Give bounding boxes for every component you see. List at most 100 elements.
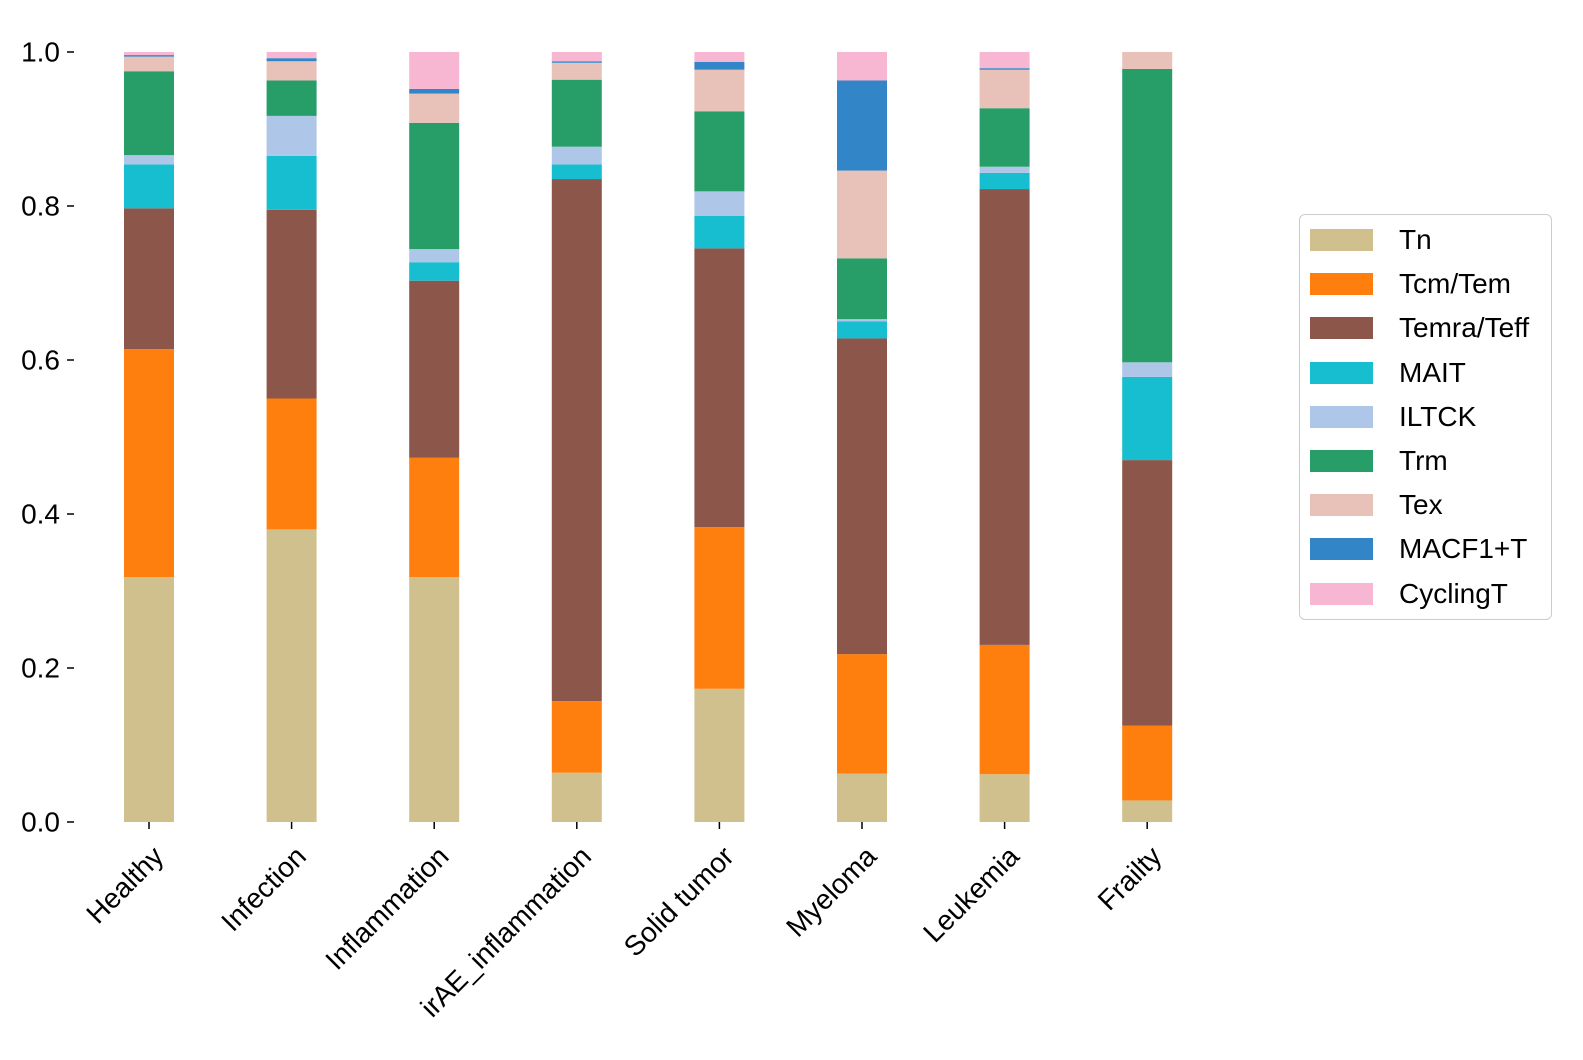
legend: Tn Tcm/Tem Temra/Teff MAIT ILTCK Trm Tex MACF1+…: [1299, 214, 1552, 620]
bar-segment-frailty-tex: [1122, 52, 1173, 69]
y-tick-label: 0.4: [21, 499, 60, 530]
bar-segment-myeloma-mait: [837, 321, 887, 339]
legend-swatch: [1310, 450, 1373, 472]
bar-segment-irae-inflammation-mait: [551, 164, 602, 180]
bar-segment-infection-tcm-tem: [266, 398, 317, 530]
bar-segment-frailty-tcm-tem: [1122, 725, 1173, 801]
bar-segment-infection-tn: [266, 529, 317, 822]
legend-swatch: [1310, 582, 1373, 605]
bar-segment-frailty-trm: [1122, 68, 1173, 363]
legend-label: Temra/Teff: [1399, 312, 1530, 344]
x-tick-label: Myeloma: [780, 840, 883, 943]
bar-segment-inflammation-cyclingt: [409, 52, 460, 89]
legend-item: Tex: [1310, 489, 1443, 521]
bar-segment-solid-tumor-macf1-t: [694, 62, 745, 70]
legend-label: Tcm/Tem: [1399, 268, 1511, 300]
y-tick-label: 0.8: [21, 191, 60, 222]
x-tick-label: Inflammation: [319, 840, 454, 975]
bar-segment-leukemia-iltck: [979, 166, 1030, 173]
y-tick-label: 0.6: [21, 345, 60, 376]
bar-segment-irae-inflammation-trm: [551, 79, 602, 147]
bar-segment-solid-tumor-trm: [694, 111, 745, 192]
bar-segment-frailty-iltck: [1122, 362, 1173, 377]
bar-segment-inflammation-tcm-tem: [409, 457, 460, 578]
y-tick-label: 1.0: [21, 37, 60, 68]
bar-segment-healthy-tex: [124, 56, 174, 72]
bar-segment-inflammation-tn: [409, 577, 460, 822]
bar-segment-leukemia-tex: [979, 69, 1030, 109]
bar-segment-myeloma-macf1-t: [837, 80, 887, 171]
legend-item: MACF1+T: [1310, 533, 1528, 565]
bar-segment-leukemia-mait: [979, 172, 1030, 190]
bar-segment-leukemia-temra-teff: [979, 189, 1030, 645]
bar-segment-infection-tex: [266, 61, 317, 81]
bar-segment-healthy-temra-teff: [124, 208, 174, 350]
bar-segment-healthy-tcm-tem: [124, 349, 174, 578]
bar-segment-inflammation-trm: [409, 122, 460, 250]
bar-segment-healthy-tn: [124, 577, 174, 822]
bar-segment-myeloma-cyclingt: [837, 52, 887, 81]
legend-item: CyclingT: [1310, 577, 1508, 609]
legend-label: MACF1+T: [1399, 533, 1528, 565]
bar-segment-infection-cyclingt: [266, 52, 317, 59]
bar-segment-solid-tumor-cyclingt: [694, 52, 745, 63]
bar-segment-infection-temra-teff: [266, 209, 317, 399]
legend-swatch: [1310, 405, 1373, 428]
legend-swatch: [1310, 361, 1373, 384]
bar-segment-frailty-temra-teff: [1122, 460, 1173, 726]
legend-item: ILTCK: [1310, 400, 1477, 432]
bar-segment-inflammation-tex: [409, 93, 460, 123]
bar-segment-solid-tumor-iltck: [694, 191, 745, 217]
bar-segment-solid-tumor-mait: [694, 216, 745, 249]
bar-segment-healthy-iltck: [124, 155, 174, 165]
legend-label: Tn: [1399, 224, 1432, 255]
bar-segment-solid-tumor-temra-teff: [694, 248, 745, 528]
bar-segment-healthy-mait: [124, 164, 174, 209]
x-tick-label: Healthy: [80, 840, 169, 929]
bar-segment-leukemia-macf1-t: [979, 68, 1030, 70]
legend-swatch: [1310, 229, 1373, 251]
bar-segment-infection-mait: [266, 155, 317, 210]
legend-swatch: [1310, 494, 1373, 517]
bar-segment-infection-iltck: [266, 115, 317, 156]
legend-swatch: [1310, 273, 1373, 296]
bar-segment-healthy-cyclingt: [124, 52, 174, 56]
bar-segment-irae-inflammation-tex: [551, 62, 602, 80]
y-tick-label: 0.2: [21, 653, 60, 684]
bar-segment-solid-tumor-tcm-tem: [694, 527, 745, 689]
legend-swatch: [1310, 538, 1373, 561]
bar-segment-myeloma-temra-teff: [837, 338, 887, 655]
legend-label: ILTCK: [1399, 400, 1477, 432]
legend-item: Temra/Teff: [1310, 312, 1530, 344]
legend-label: CyclingT: [1399, 577, 1508, 609]
bar-segment-infection-macf1-t: [266, 58, 317, 62]
bar-segment-solid-tumor-tex: [694, 69, 745, 112]
bars-layer: [124, 52, 1173, 822]
x-tick-label: Infection: [215, 840, 312, 937]
bar-segment-inflammation-temra-teff: [409, 280, 460, 458]
bar-segment-myeloma-tex: [837, 170, 887, 259]
bar-segment-myeloma-iltck: [837, 319, 887, 322]
x-tick-label: Solid tumor: [618, 840, 740, 962]
bar-segment-leukemia-tcm-tem: [979, 644, 1030, 775]
bar-segment-leukemia-tn: [979, 774, 1030, 822]
bar-segment-myeloma-trm: [837, 258, 887, 320]
bar-segment-inflammation-macf1-t: [409, 88, 460, 94]
bar-segment-inflammation-mait: [409, 262, 460, 281]
bar-segment-solid-tumor-tn: [694, 688, 745, 822]
bar-segment-inflammation-iltck: [409, 249, 460, 263]
legend-item: MAIT: [1310, 357, 1466, 388]
bar-segment-irae-inflammation-tcm-tem: [551, 701, 602, 773]
bar-segment-irae-inflammation-iltck: [551, 146, 602, 165]
bar-segment-irae-inflammation-macf1-t: [551, 61, 602, 63]
bar-segment-irae-inflammation-tn: [551, 772, 602, 822]
legend-swatch: [1310, 317, 1373, 340]
bar-segment-irae-inflammation-cyclingt: [551, 52, 602, 62]
legend-label: Trm: [1399, 445, 1448, 476]
bar-segment-leukemia-trm: [979, 108, 1030, 167]
legend-item: Tn: [1310, 224, 1432, 255]
bar-segment-frailty-tn: [1122, 800, 1173, 822]
y-tick-label: 0.0: [21, 807, 60, 838]
legend-label: Tex: [1399, 489, 1443, 521]
